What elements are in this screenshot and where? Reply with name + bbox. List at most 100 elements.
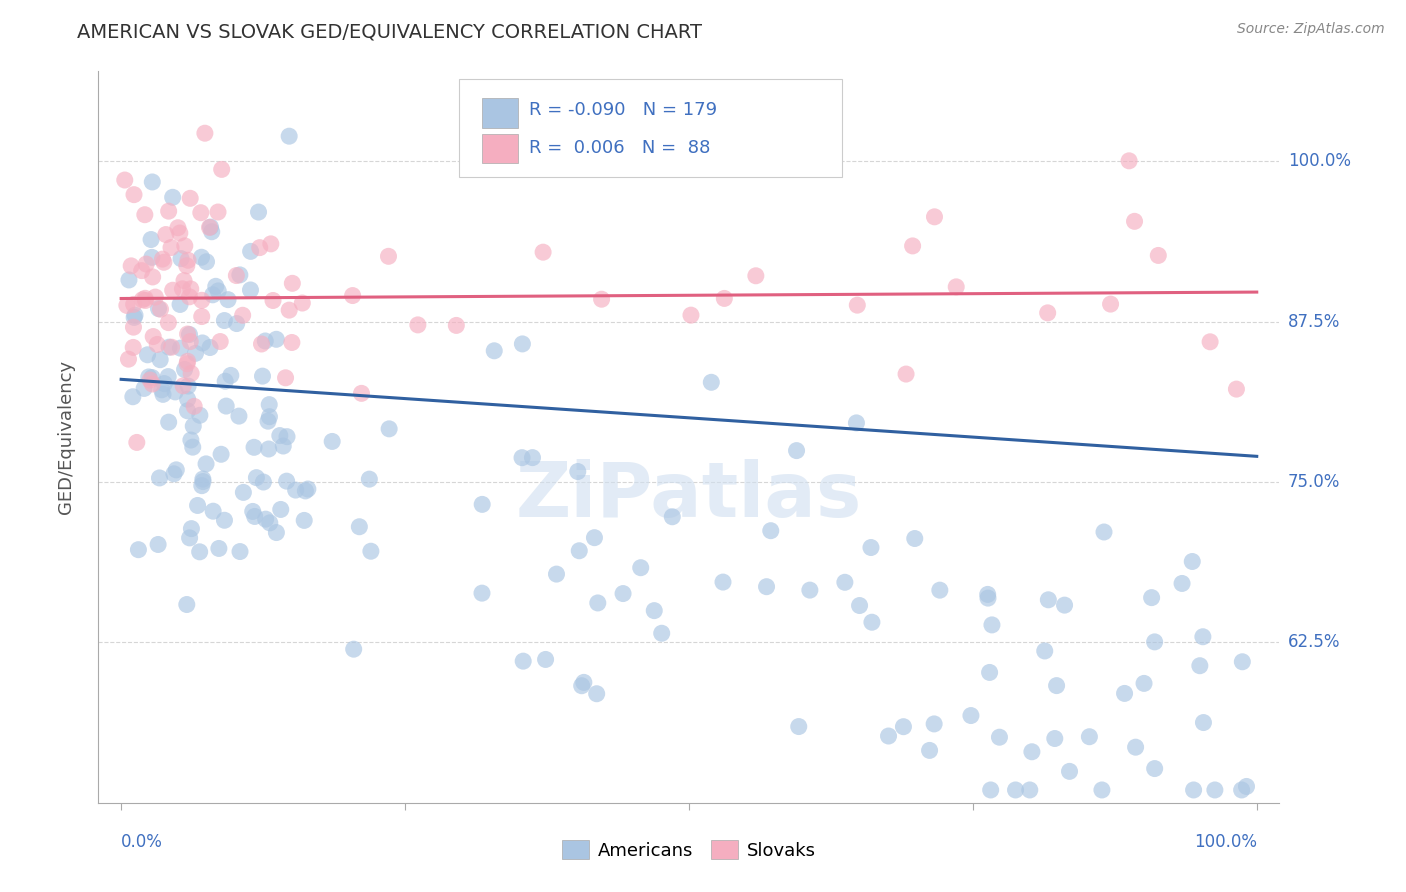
Point: [176, 404, 198, 418]
Point: [546, 567, 568, 582]
Text: 100.0%: 100.0%: [1194, 833, 1257, 851]
Point: [522, 450, 544, 465]
Point: [321, 434, 343, 449]
Point: [281, 277, 304, 291]
Point: [787, 720, 810, 734]
Point: [149, 352, 172, 367]
Point: [1182, 783, 1205, 797]
Point: [176, 598, 198, 612]
Point: [1092, 524, 1115, 539]
Point: [142, 329, 165, 343]
Point: [845, 416, 868, 430]
Point: [1091, 783, 1114, 797]
Point: [165, 463, 187, 477]
Point: [901, 239, 924, 253]
Text: 62.5%: 62.5%: [1288, 633, 1340, 651]
Point: [534, 652, 557, 666]
Point: [141, 370, 163, 384]
Point: [191, 478, 214, 492]
Point: [177, 379, 200, 393]
Text: R = -0.090   N = 179: R = -0.090 N = 179: [530, 101, 717, 120]
Point: [180, 522, 202, 536]
Point: [711, 575, 734, 590]
Point: [786, 443, 808, 458]
Point: [471, 586, 494, 600]
Point: [150, 383, 173, 397]
Point: [250, 337, 273, 351]
Point: [190, 293, 212, 308]
Point: [484, 343, 506, 358]
Point: [201, 288, 224, 302]
Text: AMERICAN VS SLOVAK GED/EQUIVALENCY CORRELATION CHART: AMERICAN VS SLOVAK GED/EQUIVALENCY CORRE…: [77, 22, 703, 41]
Point: [162, 283, 184, 297]
Point: [143, 290, 166, 304]
Point: [377, 249, 399, 263]
Point: [1192, 715, 1215, 730]
Point: [152, 252, 174, 266]
Point: [284, 483, 307, 497]
Text: R =  0.006   N =  88: R = 0.006 N = 88: [530, 139, 711, 157]
Point: [266, 525, 288, 540]
Point: [173, 239, 195, 253]
Point: [157, 369, 180, 384]
Point: [172, 379, 194, 393]
Point: [591, 292, 613, 306]
Point: [360, 544, 382, 558]
Point: [245, 470, 267, 484]
Point: [155, 227, 177, 242]
Point: [270, 502, 292, 516]
Point: [269, 428, 291, 442]
Point: [1059, 764, 1081, 779]
Point: [877, 729, 900, 743]
Point: [252, 475, 274, 489]
Point: [745, 268, 768, 283]
Point: [1143, 635, 1166, 649]
Point: [260, 236, 283, 251]
Y-axis label: GED/Equivalency: GED/Equivalency: [56, 360, 75, 514]
Point: [200, 220, 222, 235]
Point: [194, 126, 217, 140]
Point: [169, 297, 191, 311]
Point: [1053, 598, 1076, 612]
Text: 87.5%: 87.5%: [1288, 312, 1340, 331]
Point: [661, 509, 683, 524]
Point: [630, 560, 652, 574]
Point: [162, 190, 184, 204]
Point: [167, 220, 190, 235]
Point: [834, 575, 856, 590]
Point: [148, 471, 170, 485]
FancyBboxPatch shape: [458, 78, 842, 178]
Point: [215, 399, 238, 413]
Point: [202, 504, 225, 518]
Point: [225, 268, 247, 283]
Point: [571, 679, 593, 693]
Point: [188, 545, 211, 559]
Point: [117, 352, 139, 367]
Point: [893, 720, 915, 734]
Point: [242, 504, 264, 518]
Point: [1033, 644, 1056, 658]
Point: [243, 509, 266, 524]
Point: [176, 354, 198, 368]
Point: [183, 400, 205, 414]
Point: [127, 542, 149, 557]
Point: [169, 226, 191, 240]
Point: [134, 293, 156, 308]
Point: [1021, 745, 1043, 759]
Point: [1171, 576, 1194, 591]
Point: [180, 367, 202, 381]
Point: [125, 435, 148, 450]
Point: [904, 532, 927, 546]
Point: [149, 302, 172, 317]
Point: [980, 783, 1002, 797]
Point: [567, 465, 589, 479]
Point: [211, 162, 233, 177]
Point: [281, 335, 304, 350]
Point: [274, 371, 297, 385]
Point: [894, 367, 917, 381]
Point: [1188, 658, 1211, 673]
Point: [190, 250, 212, 264]
Text: Source: ZipAtlas.com: Source: ZipAtlas.com: [1237, 22, 1385, 37]
Point: [651, 626, 673, 640]
Point: [173, 274, 195, 288]
